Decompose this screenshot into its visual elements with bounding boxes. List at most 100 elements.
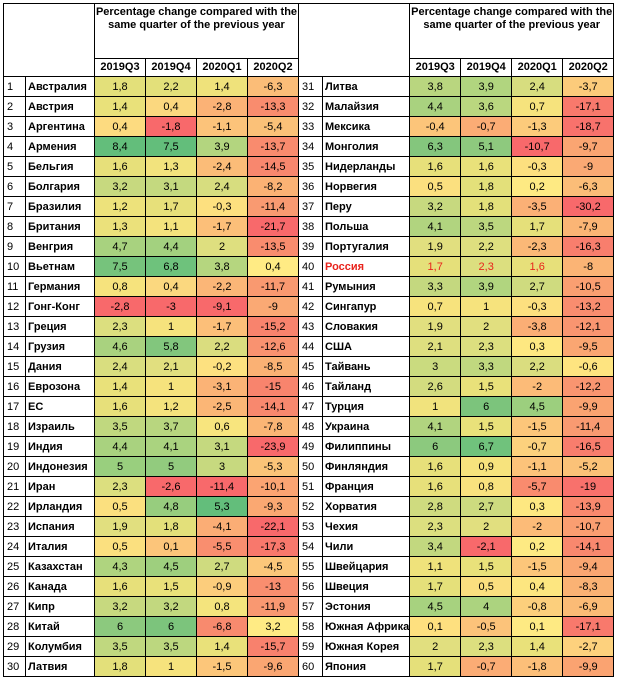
value-cell: -8,3 [562,576,615,597]
value-cell: 1,9 [409,316,462,337]
row-number: 46 [298,376,323,397]
value-cell: 5 [145,456,197,477]
value-cell: 2,3 [460,636,513,657]
value-cell: -13,2 [562,296,615,317]
country-name: Колумбия [25,636,95,657]
table-row: 14 Грузия 4,6 5,8 2,2 -12,6 44 США 2,1 2,3 0,3 -9,5 [3,336,615,357]
value-cell: 1 [145,656,197,677]
value-cell: 0,1 [409,616,462,637]
value-cell: -2 [511,376,564,397]
value-cell: 6 [409,436,462,457]
row-number: 9 [3,236,26,257]
value-cell: 3 [196,456,248,477]
value-cell: -6,3 [562,176,615,197]
row-number: 56 [298,576,323,597]
value-cell: 3,2 [94,176,146,197]
value-cell: 5 [94,456,146,477]
value-cell: 1,5 [460,556,513,577]
row-number: 18 [3,416,26,437]
row-number: 39 [298,236,323,257]
value-cell: -15 [247,376,299,397]
row-number: 34 [298,136,323,157]
value-cell: -1,3 [511,116,564,137]
country-name: Филиппины [321,436,411,457]
value-cell: 5,8 [145,336,197,357]
value-cell: 0,3 [511,496,564,517]
column-header: 2019Q3 [94,58,146,77]
value-cell: -5,7 [511,476,564,497]
value-cell: 0,5 [94,496,146,517]
value-cell: 3,4 [409,536,462,557]
table-row: 29 Колумбия 3,5 3,5 1,4 -15,7 59 Южная Корея 2 2,… [3,636,615,657]
value-cell: 1 [409,396,462,417]
value-cell: -22,1 [247,516,299,537]
table-row: 28 Китай 6 6 -6,8 3,2 58 Южная Африка 0,1 -0,5 0,1… [3,616,615,637]
row-number: 54 [298,536,323,557]
column-header: 2020Q1 [511,58,564,77]
table-row: 13 Греция 2,3 1 -1,7 -15,2 43 Словакия 1,9 2 -3,8-… [3,316,615,337]
row-number: 47 [298,396,323,417]
value-cell: 1,8 [145,516,197,537]
value-cell: 1,7 [409,256,462,277]
value-cell: 2 [460,316,513,337]
value-cell: -19 [562,476,615,497]
row-number: 10 [3,256,26,277]
value-cell: 2,2 [196,336,248,357]
value-cell: -0,9 [196,576,248,597]
country-name: Бельгия [25,156,95,177]
value-cell: 0,5 [460,576,513,597]
value-cell: -13 [247,576,299,597]
value-cell: -10,7 [562,516,615,537]
value-cell: 0,8 [196,596,248,617]
table-row: 16 Еврозона 1,4 1 -3,1 -15 46 Тайланд 2,6 1,5 -2 -1… [3,376,615,397]
value-cell: 3,5 [460,216,513,237]
value-cell: -6,8 [196,616,248,637]
value-cell: -12,1 [562,316,615,337]
value-cell: 0,1 [145,536,197,557]
value-cell: 1,5 [460,416,513,437]
value-cell: 1 [145,376,197,397]
country-name: Тайвань [321,356,411,377]
value-cell: 0,4 [94,116,146,137]
value-cell: 1,2 [145,396,197,417]
country-name: Словакия [321,316,411,337]
value-cell: -1,5 [511,416,564,437]
value-cell: 2,8 [409,496,462,517]
value-cell: 0,6 [196,416,248,437]
value-cell: 3,2 [247,616,299,637]
row-number: 41 [298,276,323,297]
row-number: 48 [298,416,323,437]
row-number: 1 [3,76,26,97]
country-name: Эстония [321,596,411,617]
value-cell: 4,1 [409,416,462,437]
row-number: 51 [298,476,323,497]
country-name: Ирландия [25,496,95,517]
value-cell: 6 [145,616,197,637]
value-cell: 2,4 [196,176,248,197]
value-cell: 2,3 [409,516,462,537]
value-cell: 1,8 [94,656,146,677]
value-cell: -5,2 [562,456,615,477]
value-cell: -8,5 [247,356,299,377]
country-name: Индия [25,436,95,457]
country-name: США [321,336,411,357]
value-cell: 2,7 [511,276,564,297]
value-cell: -0,3 [196,196,248,217]
value-cell: 2,6 [409,376,462,397]
value-cell: -13,3 [247,96,299,117]
country-name: Малайзия [321,96,411,117]
country-name: Бразилия [25,196,95,217]
value-cell: -1,5 [196,656,248,677]
value-cell: 4,1 [409,216,462,237]
row-number: 40 [298,256,323,277]
table-header-left: Percentage change compared with the same… [94,3,299,59]
row-number: 8 [3,216,26,237]
value-cell: -15,2 [247,316,299,337]
value-cell: 3,2 [409,196,462,217]
value-cell: 4,4 [94,436,146,457]
value-cell: -2,6 [145,476,197,497]
value-cell: -2,7 [562,636,615,657]
table-row: 25 Казахстан 4,3 4,5 2,7 -4,5 55 Швейцария 1,1 1,… [3,556,615,577]
value-cell: -9 [247,296,299,317]
value-cell: 0,4 [511,576,564,597]
